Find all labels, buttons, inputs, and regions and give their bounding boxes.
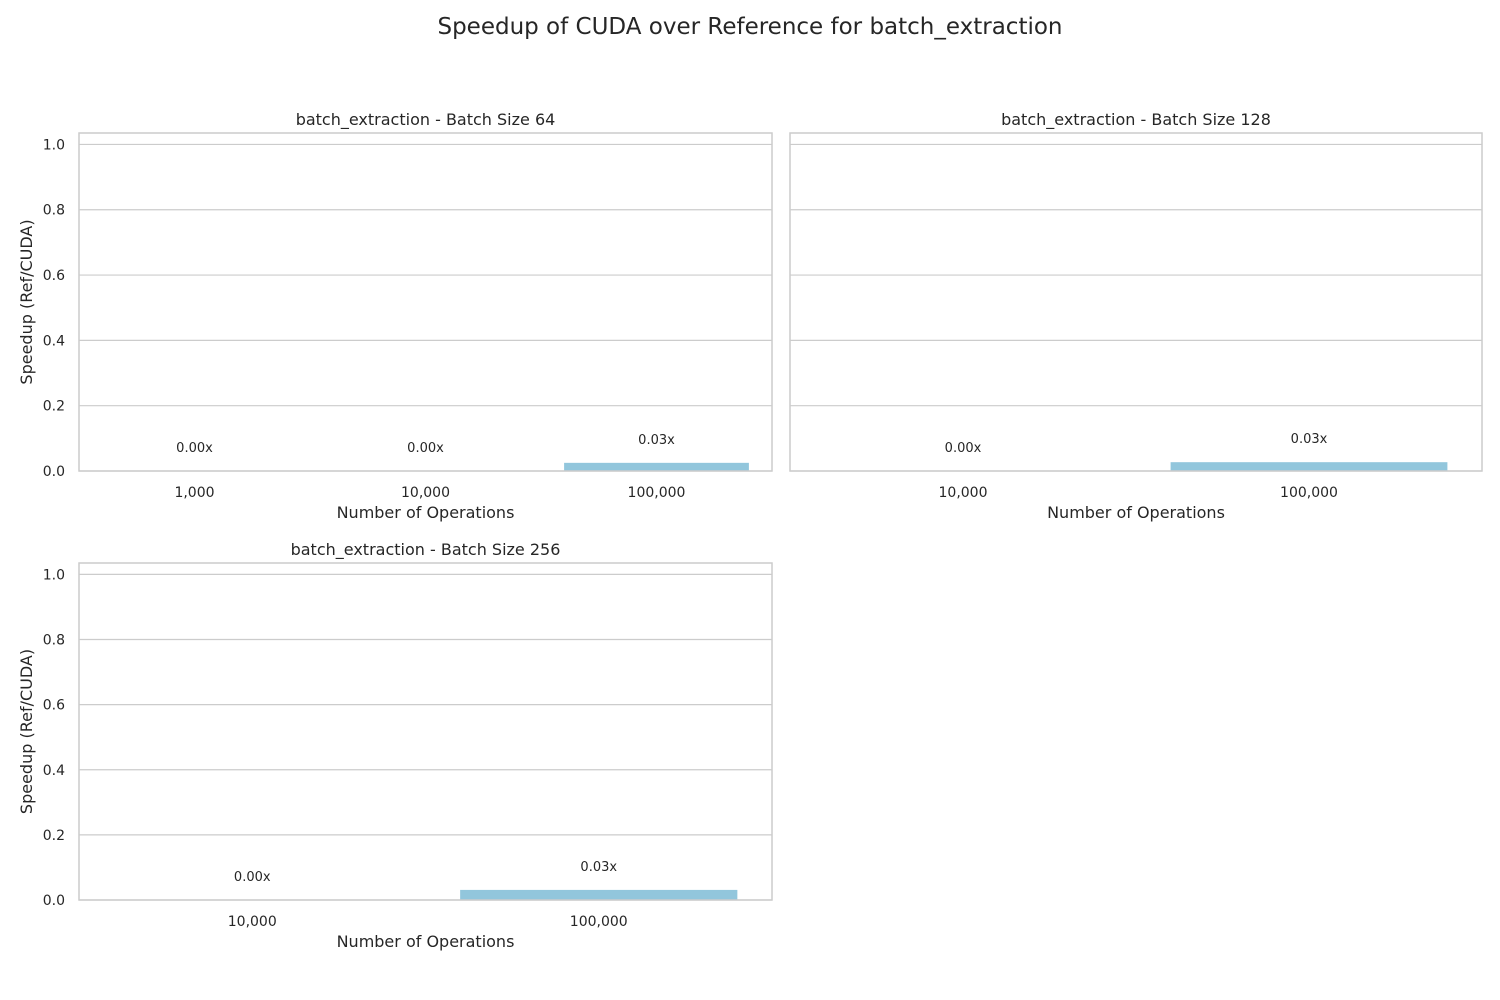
x-tick-label-0: 10,000 bbox=[939, 485, 988, 501]
x-tick-label-1: 10,000 bbox=[401, 485, 450, 501]
y-tick-label-4: 0.8 bbox=[43, 633, 65, 649]
data-label-1: 0.03x bbox=[580, 860, 617, 875]
y-tick-label-4: 0.8 bbox=[43, 203, 65, 219]
y-tick-label-0: 0.0 bbox=[43, 464, 65, 480]
data-label-0: 0.00x bbox=[234, 870, 271, 885]
y-tick-label-2: 0.4 bbox=[43, 763, 65, 779]
data-label-2: 0.03x bbox=[638, 433, 675, 448]
y-tick-label-2: 0.4 bbox=[43, 333, 65, 349]
x-tick-label-0: 10,000 bbox=[228, 914, 277, 930]
x-tick-label-0: 1,000 bbox=[174, 485, 214, 501]
bar-1 bbox=[1170, 462, 1448, 471]
x-tick-label-1: 100,000 bbox=[570, 914, 628, 930]
x-tick-label-1: 100,000 bbox=[1280, 485, 1338, 501]
panel-title: batch_extraction - Batch Size 64 bbox=[296, 110, 556, 130]
y-tick-label-3: 0.6 bbox=[43, 698, 65, 714]
panel-title: batch_extraction - Batch Size 256 bbox=[291, 540, 561, 560]
y-tick-label-5: 1.0 bbox=[43, 567, 65, 583]
axes-frame bbox=[78, 562, 773, 901]
axes-frame bbox=[789, 132, 1483, 472]
y-axis-label: Speedup (Ref/CUDA) bbox=[17, 219, 36, 384]
y-tick-label-3: 0.6 bbox=[43, 268, 65, 284]
x-axis-label: Number of Operations bbox=[1047, 503, 1225, 522]
x-axis-label: Number of Operations bbox=[337, 932, 515, 951]
data-label-1: 0.03x bbox=[1291, 432, 1328, 447]
data-label-0: 0.00x bbox=[176, 441, 213, 456]
y-axis-label: Speedup (Ref/CUDA) bbox=[17, 649, 36, 814]
y-tick-label-1: 0.2 bbox=[43, 399, 65, 415]
data-label-1: 0.00x bbox=[407, 441, 444, 456]
x-axis-label: Number of Operations bbox=[337, 503, 515, 522]
y-tick-label-1: 0.2 bbox=[43, 828, 65, 844]
y-tick-label-5: 1.0 bbox=[43, 137, 65, 153]
bar-2 bbox=[564, 462, 749, 471]
panel-title: batch_extraction - Batch Size 128 bbox=[1001, 110, 1271, 130]
axes-frame bbox=[78, 132, 773, 472]
y-tick-label-0: 0.0 bbox=[43, 893, 65, 909]
bar-1 bbox=[460, 889, 738, 900]
figure-title: Speedup of CUDA over Reference for batch… bbox=[437, 14, 1063, 40]
data-label-0: 0.00x bbox=[945, 441, 982, 456]
x-tick-label-2: 100,000 bbox=[628, 485, 686, 501]
